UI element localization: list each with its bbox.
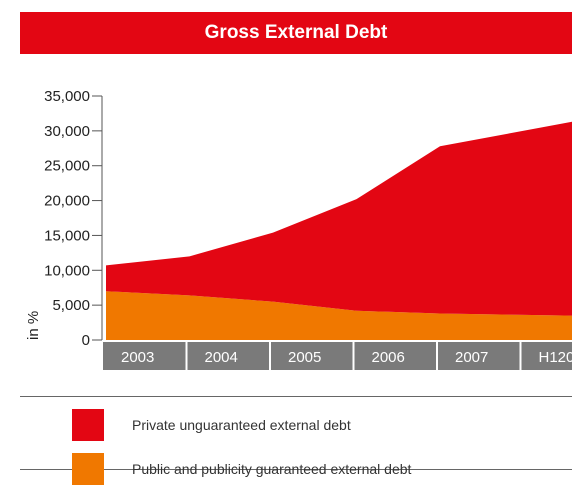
x-band-background [103,342,572,370]
y-axis-title: in % [25,311,42,340]
legend-swatch-public [72,453,104,485]
x-tick-label-2004: 2004 [205,349,238,366]
y-tick-label: 10,000 [44,262,90,279]
area-series-0 [106,291,572,340]
legend-item-private: Private unguaranteed external debt [72,409,351,441]
y-tick-label: 0 [82,332,90,349]
chart-title: Gross External Debt [20,12,572,54]
legend-label-private: Private unguaranteed external debt [132,417,351,433]
legend-item-public: Public and publicity guaranteed external… [72,453,411,485]
y-tick-label: 30,000 [44,123,90,140]
y-axis: 0 5,000 10,000 15,000 20,000 25,000 30,000 35,0… [44,88,103,349]
x-tick-label-2003: 2003 [121,349,154,366]
y-tick-label: 5,000 [52,297,90,314]
legend-swatch-private [72,409,104,441]
legend: Private unguaranteed external debt Publi… [20,396,572,485]
area-series-1 [106,121,572,316]
area-layer [106,121,572,340]
y-tick-label: 20,000 [44,193,90,210]
x-tick-label-2006: 2006 [372,349,405,366]
x-tick-label-2007: 2007 [455,349,488,366]
y-tick-label: 35,000 [44,88,90,105]
x-tick-label-2005: 2005 [288,349,321,366]
legend-label-public: Public and publicity guaranteed external… [132,461,412,477]
chart-title-text: Gross External Debt [204,22,388,43]
y-tick-label: 15,000 [44,227,90,244]
y-tick-label: 25,000 [44,158,90,175]
